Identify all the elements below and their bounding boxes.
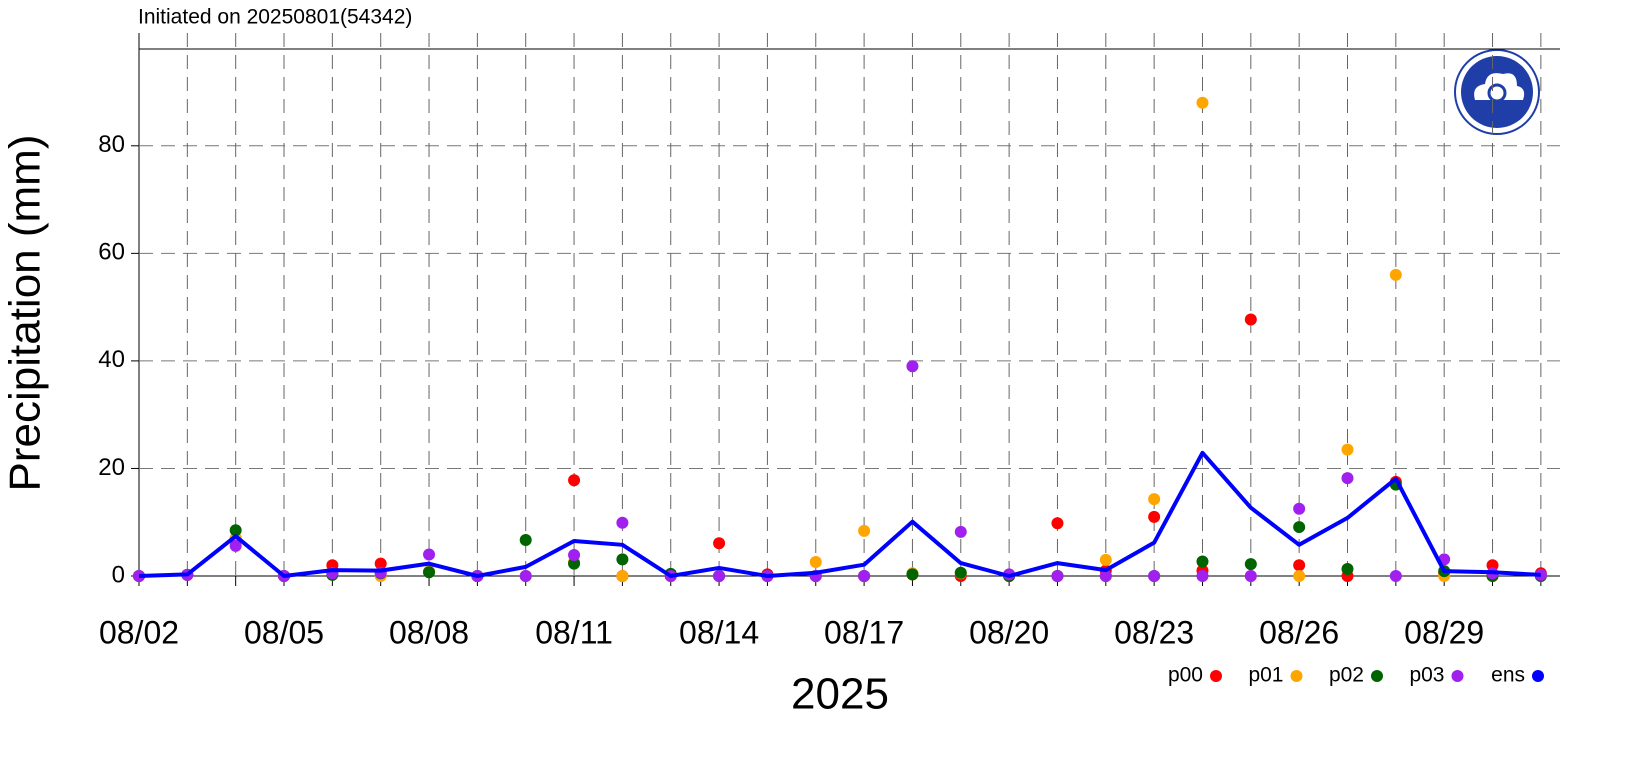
data-point [1244,558,1257,571]
data-point [1341,443,1354,456]
data-point [423,566,436,579]
data-point [1051,570,1064,582]
ensemble-line [138,450,1541,578]
data-point [568,474,581,487]
data-point [906,360,919,373]
data-point [519,570,532,582]
logo [1454,49,1540,135]
legend-marker [1451,670,1464,682]
data-point [229,539,242,552]
x-tick-label: 08/17 [824,614,904,650]
data-point [616,516,629,529]
data-point [1244,313,1257,326]
data-point [809,556,822,569]
x-tick-label: 08/11 [535,614,613,650]
y-tick-label: 40 [98,346,125,373]
data-point [906,568,919,581]
data-point [858,524,871,537]
data-point [519,533,532,546]
data-point [1293,559,1306,572]
legend-label: ens [1491,664,1525,687]
data-point [1341,563,1354,576]
x-tick-label: 08/05 [244,614,324,650]
data-point [374,557,387,570]
data-point [713,537,726,550]
x-tick-label: 08/20 [969,614,1049,650]
data-point [1341,472,1354,485]
data-point [954,566,967,579]
data-point [1196,570,1209,582]
data-point [858,570,871,582]
y-tick-label: 80 [98,131,125,158]
data-point [1196,555,1209,568]
data-point [616,553,629,566]
data-point [1196,96,1209,109]
data-point [1293,521,1306,534]
chart-title: Initiated on 20250801(54342) [138,6,412,29]
data-point [568,549,581,562]
legend-label: p01 [1248,664,1283,687]
y-tick-label: 60 [98,239,125,266]
y-tick-label: 0 [112,561,125,588]
logo-swirl [1487,83,1507,103]
data-point [568,557,581,570]
y-tick-label: 20 [98,454,125,481]
legend-marker [1210,670,1222,682]
x-tick-label: 08/26 [1259,614,1339,650]
data-point [1293,570,1306,582]
x-tick-label: 08/23 [1114,614,1194,650]
data-point [616,570,629,582]
legend-marker [1290,670,1303,682]
data-point [1099,570,1112,582]
data-point [1148,570,1161,582]
legend-marker [1532,670,1544,682]
data-point [1051,517,1064,530]
legend-label: p03 [1409,664,1444,687]
data-point [713,570,726,582]
legend-label: p02 [1329,664,1364,687]
x-tick-label: 08/02 [99,614,179,650]
data-point [423,548,436,561]
data-point [1148,510,1161,523]
x-tick-label: 08/14 [679,614,759,650]
legend-label: p00 [1168,664,1203,687]
data-point [1244,570,1257,582]
data-point [1389,570,1402,582]
legend-marker [1371,670,1383,682]
x-axis-label: 2025 [791,670,889,719]
y-axis-label: Precipitation (mm) [1,135,50,492]
x-tick-label: 08/29 [1404,614,1484,650]
data-point [1099,553,1112,566]
data-point [1293,502,1306,515]
data-point [1389,268,1402,281]
x-tick-label: 08/08 [389,614,469,650]
data-point [229,524,242,537]
data-point [1148,493,1161,506]
data-point [954,525,967,538]
